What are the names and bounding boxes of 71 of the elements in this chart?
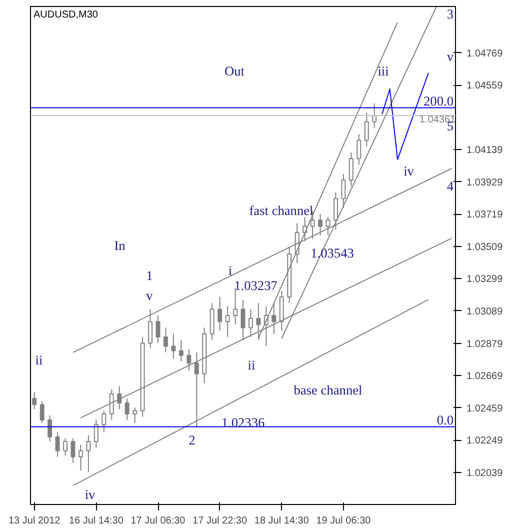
y-tick-label: 1.04139 — [466, 145, 504, 156]
candlestick — [63, 438, 68, 456]
y-tick-label: 1.02249 — [466, 436, 504, 447]
y-tick-label: 1.03719 — [466, 210, 504, 221]
annotation: ii — [35, 352, 43, 368]
annotation: fast channel — [249, 203, 314, 218]
candlestick — [94, 419, 98, 448]
candlestick — [356, 134, 362, 166]
candlestick — [102, 410, 106, 433]
y-tick-label: 1.02879 — [466, 338, 504, 350]
candlestick — [218, 296, 222, 332]
x-tick-label: 19 Jul 06:30 — [316, 516, 372, 526]
x-tick-label: 13 Jul 2012 — [8, 516, 61, 526]
annotation: iv — [404, 163, 414, 178]
y-tick-label: 1.03929 — [466, 177, 504, 188]
candlestick — [248, 308, 253, 338]
annotation: iii — [378, 64, 390, 79]
annotation: Out — [224, 64, 245, 79]
annotation: ii — [248, 358, 256, 373]
annotation: 1.02336 — [221, 414, 265, 430]
candlestick — [48, 414, 52, 442]
candlestick — [225, 306, 230, 338]
candlestick — [348, 152, 354, 187]
y-tick-label: 1.03299 — [466, 274, 504, 286]
x-tick-label: 17 Jul 06:30 — [130, 516, 186, 526]
candlestick — [333, 192, 338, 230]
y-tick-label: 1.02669 — [466, 371, 504, 382]
y-tick-label: 1.02459 — [466, 403, 504, 414]
x-tick-label: 16 Jul 14:30 — [68, 516, 124, 526]
candlestick — [148, 308, 153, 348]
x-tick-label: 18 Jul 14:30 — [254, 516, 310, 526]
candlestick — [117, 386, 122, 410]
annotation: 2 — [188, 432, 196, 448]
candlestick — [178, 340, 184, 362]
annotation: In — [114, 238, 126, 254]
candlestick — [40, 401, 44, 424]
annotation: 0.0 — [436, 412, 454, 428]
annotation: 1 — [146, 268, 153, 283]
candlestick — [78, 444, 83, 472]
x-tick-label: 17 Jul 22:30 — [192, 516, 248, 526]
annotation: base channel — [294, 382, 363, 398]
y-tick-label: 1.03509 — [466, 242, 504, 253]
candlestick — [272, 302, 276, 334]
annotation: v — [146, 288, 154, 303]
candlestick — [341, 174, 346, 208]
annotation: 1.03237 — [234, 278, 278, 293]
candlestick — [32, 392, 37, 410]
candlestick — [86, 434, 91, 473]
candlestick — [70, 438, 76, 464]
candlestick — [132, 407, 138, 424]
candlestick — [163, 327, 168, 353]
chart-title: AUDUSD,M30 — [34, 10, 98, 20]
candlestick — [326, 216, 330, 236]
annotation: iv — [84, 487, 96, 502]
candlestick — [186, 348, 192, 372]
candlestick — [156, 314, 160, 344]
candlestick — [364, 112, 369, 147]
y-tick-label: 1.04769 — [466, 48, 504, 60]
annotation: v — [446, 48, 454, 64]
y-tick-label: 1.03089 — [466, 306, 504, 318]
y-tick-label: 1.02039 — [466, 468, 504, 479]
candlestick — [55, 432, 60, 458]
candlestick — [372, 102, 377, 128]
annotation: 4 — [446, 178, 454, 194]
annotation: 3 — [446, 6, 454, 22]
candlestick — [124, 398, 130, 420]
candlestick — [171, 333, 176, 359]
y-tick-label: 1.04559 — [466, 80, 504, 92]
candlestick — [318, 214, 323, 236]
annotation: 200.0 — [424, 94, 454, 109]
annotation: i — [228, 262, 232, 278]
